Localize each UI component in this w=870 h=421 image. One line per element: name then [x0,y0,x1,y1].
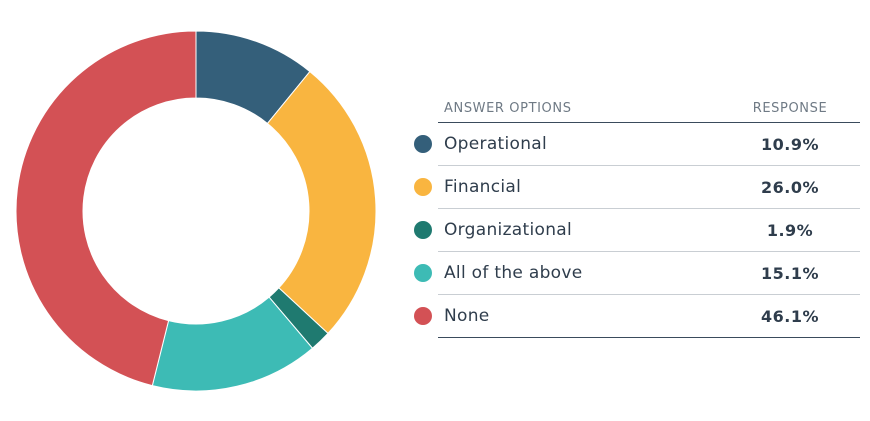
legend-swatch [414,178,432,196]
table-row: All of the above 15.1% [414,252,860,295]
table-body: Operational 10.9% Financial 26.0% Organi… [414,123,860,338]
row-value: 1.9% [766,220,814,240]
legend-table: ANSWER OPTIONS RESPONSE Operational 10.9… [414,94,860,338]
legend-swatch [414,264,432,282]
table-row: Organizational 1.9% [414,209,860,252]
table-row: Operational 10.9% [414,123,860,166]
donut-slice-none [15,30,197,387]
table-row: None 46.1% [414,295,860,338]
donut-slice-financial [266,70,377,335]
row-value: 10.9% [760,134,819,154]
row-value: 26.0% [760,177,819,197]
header-response: RESPONSE [752,100,828,116]
row-value: 46.1% [760,306,819,326]
row-label: None [444,306,490,326]
header-answer-options: ANSWER OPTIONS [444,100,572,116]
row-value: 15.1% [760,263,819,283]
row-label: Organizational [444,220,573,240]
legend-swatch [414,135,432,153]
row-label: Financial [444,177,522,197]
table-row: Financial 26.0% [414,166,860,209]
legend-swatch [414,307,432,325]
table-header: ANSWER OPTIONS RESPONSE [438,94,860,123]
row-label: Operational [444,134,548,154]
donut-chart [15,30,377,392]
row-label: All of the above [444,263,583,283]
legend-swatch [414,221,432,239]
